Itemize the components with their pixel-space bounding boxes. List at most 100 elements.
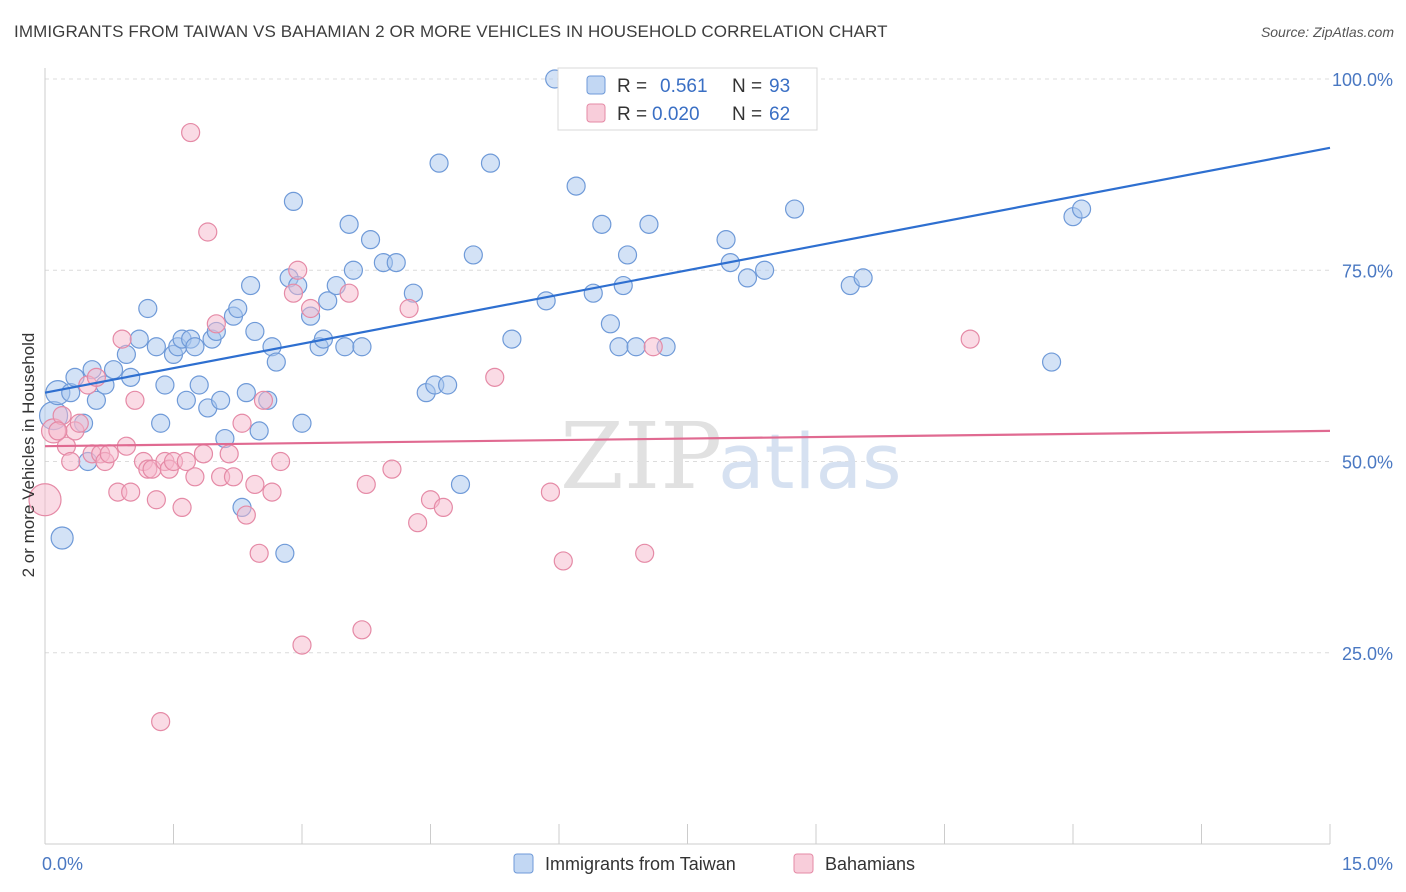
point-bahamians-12 [99,444,119,464]
legend-r-value-bahamians: 0.020 [652,104,700,125]
legend-swatch-bahamians [586,103,606,123]
y-tick-label-0: 100.0% [1332,70,1393,90]
point-taiwan-39 [266,352,286,372]
watermark-zip: ZIP [560,403,722,510]
bottom-legend-swatch-bahamians [793,853,814,874]
x-tick-label-0: 0.0% [42,854,83,874]
point-bahamians-60 [960,329,980,349]
point-bahamians-31 [198,222,218,242]
point-taiwan-51 [339,214,359,234]
point-taiwan-15 [146,337,166,357]
point-taiwan-66 [536,291,556,311]
legend-n-value-bahamians: 62 [769,104,790,125]
point-taiwan-8 [86,390,107,410]
point-taiwan-17 [155,375,175,395]
point-taiwan-35 [245,321,265,342]
point-bahamians-56 [540,482,561,502]
legend-n-value-taiwan: 93 [769,76,790,97]
point-taiwan-40 [275,543,295,563]
point-taiwan-64 [480,153,501,173]
point-taiwan-53 [352,337,372,357]
x-tick-label-1: 15.0% [1342,854,1393,874]
point-taiwan-10 [103,360,124,380]
y-tick-label-3: 25.0% [1342,644,1393,664]
point-bahamians-34 [219,444,239,464]
y-tick-label-2: 50.0% [1342,453,1393,473]
legend-n-label-taiwan: N = [732,76,762,97]
point-taiwan-56 [386,253,406,273]
point-bahamians-32 [206,314,226,334]
point-taiwan-14 [138,298,158,319]
point-taiwan-50 [335,337,355,357]
point-bahamians-36 [232,413,252,433]
point-taiwan-61 [438,375,458,395]
point-bahamians-50 [382,459,402,479]
point-taiwan-74 [617,245,638,265]
point-bahamians-48 [352,620,372,640]
bottom-legend-swatch-taiwan [513,853,534,874]
y-axis-label: 2 or more Vehicles in Household [19,333,38,578]
point-bahamians-45 [292,635,312,655]
y-tick-labels: 100.0% 75.0% 50.0% 25.0% [1332,70,1393,664]
point-taiwan-31 [228,298,248,319]
point-taiwan-72 [609,337,629,357]
point-taiwan-23 [185,337,205,357]
point-bahamians-6 [69,413,89,433]
legend-n-label-bahamians: N = [732,104,762,125]
point-bahamians-61 [48,421,68,441]
point-taiwan-85 [1041,352,1062,372]
point-bahamians-16 [121,482,141,502]
point-bahamians-46 [300,298,321,319]
point-bahamians-40 [253,390,274,410]
point-taiwan-34 [241,275,261,296]
y-tick-label-1: 75.0% [1342,261,1393,281]
point-bahamians-47 [339,283,359,303]
point-taiwan-84 [853,268,873,288]
trend-lines [44,146,1331,448]
gridlines [45,78,1330,654]
point-taiwan-16 [151,413,171,433]
point-bahamians-30 [193,444,214,464]
point-taiwan-42 [283,191,304,211]
point-taiwan-60 [429,153,449,173]
point-taiwan-87 [1071,199,1092,219]
point-bahamians-17 [125,390,145,410]
point-taiwan-36 [249,421,269,441]
point-taiwan-82 [784,199,805,219]
legend-swatch-taiwan [586,75,606,95]
point-taiwan-71 [600,314,621,334]
point-bahamians-21 [146,490,166,510]
point-taiwan-21 [176,390,196,410]
point-bahamians-14 [112,329,132,349]
point-bahamians-35 [223,467,244,487]
point-taiwan-13 [129,329,149,349]
trend-line-bahamians [44,429,1331,448]
point-taiwan-48 [318,291,338,311]
point-bahamians-44 [288,260,308,280]
point-taiwan-65 [502,329,522,349]
source-label: Source: ZipAtlas.com [1260,24,1394,40]
point-taiwan-28 [211,390,231,410]
point-bahamians-58 [635,543,655,563]
point-bahamians-59 [643,337,663,357]
data-points [28,69,1092,732]
legend-r-label-taiwan: R = [617,76,647,97]
trend-line-taiwan [44,146,1331,394]
point-bahamians-0 [28,483,62,517]
point-bahamians-54 [433,497,453,517]
point-taiwan-80 [737,268,758,288]
point-bahamians-55 [485,367,505,387]
point-bahamians-4 [61,451,81,472]
point-bahamians-22 [151,711,171,732]
legend: R = 0.561 N = 93 R = 0.020 N = 62 [557,67,818,131]
point-bahamians-42 [270,451,291,472]
point-taiwan-68 [566,176,586,196]
point-taiwan-44 [292,413,312,433]
point-taiwan-76 [639,214,659,234]
legend-r-label-bahamians: R = [617,104,647,125]
bottom-legend-label-bahamians: Bahamians [825,854,915,874]
point-taiwan-75 [626,337,646,357]
point-bahamians-41 [262,482,282,502]
point-taiwan-2 [50,526,74,550]
